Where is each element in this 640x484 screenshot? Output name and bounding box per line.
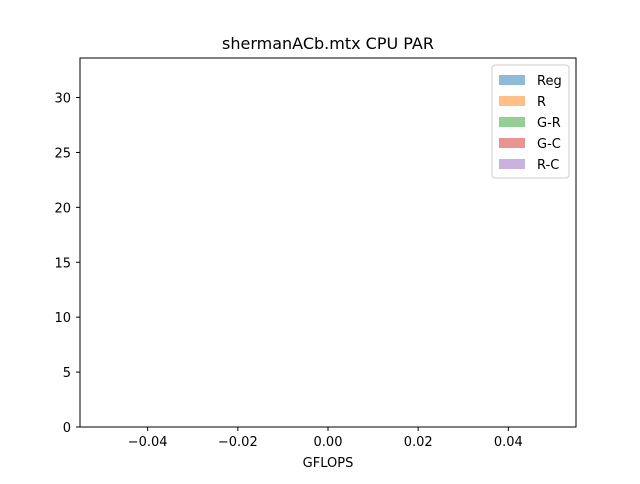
x-tick-label: 0.02: [404, 435, 433, 450]
legend-label: Reg: [537, 74, 562, 89]
legend-label: G-R: [537, 116, 561, 131]
y-tick-label: 15: [54, 256, 71, 271]
legend-label: G-C: [537, 137, 561, 152]
legend: Reg R G-R G-C R-C: [491, 64, 570, 179]
legend-label: R-C: [537, 158, 559, 173]
legend-box: [491, 64, 570, 179]
x-tick-label: −0.04: [128, 435, 168, 450]
legend-swatch: [499, 96, 525, 106]
legend-swatch: [499, 117, 525, 127]
legend-label: R: [537, 95, 546, 110]
y-tick-label: 0: [63, 421, 71, 436]
y-tick-label: 20: [54, 201, 71, 216]
y-axis: 0 5 10 15 20 25 30: [54, 92, 80, 436]
x-tick-label: −0.02: [218, 435, 258, 450]
y-tick-label: 30: [54, 92, 71, 107]
x-tick-label: 0.04: [494, 435, 523, 450]
legend-swatch: [499, 75, 525, 85]
x-axis: −0.04 −0.02 0.00 0.02 0.04: [128, 427, 523, 450]
y-tick-label: 10: [54, 311, 71, 326]
y-tick-label: 5: [63, 366, 71, 381]
legend-swatch: [499, 138, 525, 148]
y-tick-label: 25: [54, 146, 71, 161]
chart-title: shermanACb.mtx CPU PAR: [222, 34, 434, 53]
legend-swatch: [499, 159, 525, 169]
x-tick-label: 0.00: [314, 435, 343, 450]
x-axis-label: GFLOPS: [303, 456, 354, 471]
